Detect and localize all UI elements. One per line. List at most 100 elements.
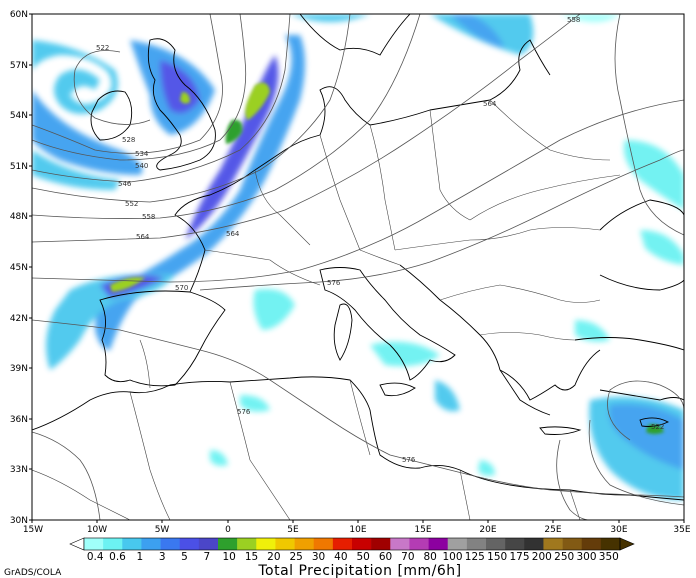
lon-tick-label: 35E [673,525,690,535]
contour-label: 552 [125,200,138,208]
legend-swatch [103,538,123,550]
legend-swatch [390,538,410,550]
contour-label: 522 [651,423,664,431]
legend-arrow-low [69,537,85,551]
legend-swatch [466,538,487,550]
contour-label: 540 [135,162,148,170]
legend-label: 150 [487,551,507,563]
lon-tick-label: 25E [544,525,561,535]
legend-label: 1 [136,551,143,563]
legend-label: 0.4 [87,551,104,563]
contour-label: 558 [567,16,580,24]
lat-tick-label: 60N [10,10,28,20]
lat-tick-label: 45N [10,263,28,273]
legend-swatch [122,538,142,550]
latitude-axis: 60N 57N 54N 51N 48N 45N 42N 39N 36N 33N … [10,10,32,526]
longitude-axis: 15W 10W 5W 0 5E 10E 15E 20E 25E 30E 35E [23,520,691,535]
legend-label: 50 [356,551,369,563]
legend-label: 125 [465,551,485,563]
legend-swatch [505,538,525,550]
contour-label: 576 [327,279,341,287]
contour-label: 576 [237,408,251,416]
lon-tick-label: 20E [479,525,496,535]
legend-label: 200 [532,551,552,563]
legend-swatch [352,538,372,550]
legend-title: Total Precipitation [mm/6h] [257,563,461,578]
credit-text: GrADS/COLA [4,568,62,578]
contour-labels: 522 528 534 540 546 552 558 564 570 576 … [96,16,664,464]
legend-label: 100 [442,551,462,563]
lat-tick-label: 48N [10,212,28,222]
legend-swatch [141,538,161,550]
lon-tick-label: 15E [414,525,431,535]
contour-label: 534 [135,150,149,158]
lat-tick-label: 36N [10,415,28,425]
lon-tick-label: 5E [287,525,299,535]
legend-swatch [198,538,219,550]
legend-label: 0.6 [109,551,126,563]
legend-label: 250 [554,551,574,563]
legend-labels: 0.4 0.6 1 3 5 7 10 15 20 25 30 40 50 60 70 80 100 125 150 1… [87,551,619,563]
legend-label: 300 [576,551,596,563]
legend-label: 20 [267,551,280,563]
lon-tick-label: 10W [87,525,107,535]
legend-label: 175 [509,551,529,563]
legend-label: 40 [334,551,347,563]
geopotential-contours [32,14,684,520]
legend-swatch [486,538,506,550]
legend-arrow-high [619,537,635,551]
lat-tick-label: 33N [10,465,28,475]
country-borders [32,99,621,520]
legend-swatch [600,538,621,550]
legend-swatch [371,538,391,550]
lon-tick-label: 0 [225,525,231,535]
lon-tick-label: 15W [23,525,43,535]
lat-tick-label: 42N [10,314,28,324]
contour-label: 558 [142,213,155,221]
legend-label: 7 [203,551,210,563]
legend-swatch [256,538,276,550]
legend-label: 70 [401,551,414,563]
legend-label: 10 [222,551,235,563]
legend-swatch [332,538,353,550]
legend-label: 3 [159,551,166,563]
legend-swatch [237,538,257,550]
contour-label: 576 [402,456,416,464]
legend-swatch [275,538,295,550]
lat-tick-label: 30N [10,516,28,526]
legend-swatch [447,538,468,550]
contour-label: 564 [483,100,497,108]
legend-swatch [524,538,544,550]
legend-swatch [581,538,602,550]
lat-tick-label: 51N [10,162,28,172]
contour-label: 528 [122,136,135,144]
lon-tick-label: 10E [349,525,366,535]
legend-label: 5 [181,551,188,563]
lat-tick-label: 54N [10,111,28,121]
contour-label: 570 [175,284,188,292]
contour-label: 564 [136,233,150,241]
legend-swatch [179,538,200,550]
contour-label: 564 [226,230,240,238]
legend-swatch [294,538,315,550]
legend-swatch [160,538,181,550]
legend-label: 80 [423,551,436,563]
coastlines [32,14,684,501]
legend-swatch [562,538,583,550]
legend-swatch [313,538,334,550]
map-frame-area [32,14,684,520]
lon-tick-label: 5W [155,525,170,535]
legend-swatch [218,538,238,550]
lat-tick-label: 57N [10,61,28,71]
legend-swatch [543,538,563,550]
legend-swatch [409,538,429,550]
lat-tick-label: 39N [10,364,28,374]
legend-swatch [84,538,104,550]
legend-label: 15 [245,551,258,563]
legend-label: 25 [289,551,302,563]
legend-swatch [428,538,449,550]
contour-label: 546 [118,180,132,188]
legend-colorbar [69,537,635,551]
legend-label: 30 [312,551,325,563]
